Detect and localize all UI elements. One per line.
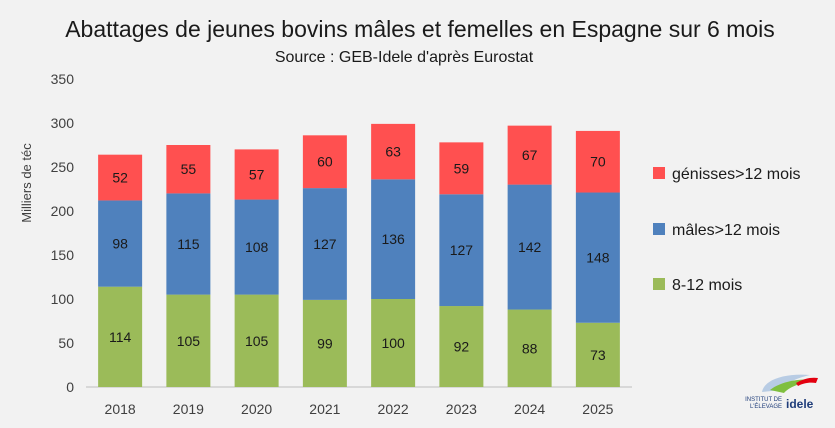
data-label: 60 xyxy=(317,154,333,170)
x-tick-label: 2021 xyxy=(309,401,340,417)
data-label: 142 xyxy=(518,239,542,255)
idele-logo: INSTITUT DE L'ÉLEVAGE idele xyxy=(745,374,818,411)
data-label: 92 xyxy=(454,339,470,355)
bar-segment xyxy=(166,193,211,295)
x-tick-label: 2025 xyxy=(582,401,613,417)
data-label: 98 xyxy=(112,236,128,252)
data-label: 59 xyxy=(454,160,470,176)
axes: 0 50 100 150 200 250 300 350 2018 2019 2020 2021 202… xyxy=(51,71,632,417)
x-tick-label: 2023 xyxy=(446,401,477,417)
logo-line-1: INSTITUT DE xyxy=(745,397,782,403)
x-tick-label: 2019 xyxy=(173,401,204,417)
bar-segment xyxy=(98,200,143,287)
data-label: 127 xyxy=(450,242,474,258)
data-label: 127 xyxy=(313,236,337,252)
bar-segment xyxy=(166,145,211,194)
data-label: 63 xyxy=(385,144,401,160)
logo-swoosh-green xyxy=(770,379,816,393)
bar-segment xyxy=(371,299,416,387)
data-label: 148 xyxy=(586,250,610,266)
bar-segment xyxy=(98,154,143,201)
data-label: 115 xyxy=(177,236,200,252)
bar-segment xyxy=(507,125,552,185)
bar-segment xyxy=(302,188,347,300)
bar-segment xyxy=(575,322,620,387)
logo-swoosh-red xyxy=(796,377,818,386)
data-label: 105 xyxy=(177,333,201,349)
data-label: 73 xyxy=(590,347,606,363)
bar-segment xyxy=(166,294,211,387)
y-tick-label: 250 xyxy=(51,159,75,175)
data-label: 105 xyxy=(245,333,269,349)
y-tick-label: 150 xyxy=(51,247,75,263)
bar-segment xyxy=(234,294,279,387)
x-tick-label: 2020 xyxy=(241,401,272,417)
y-axis-label: Milliers de téc xyxy=(19,143,34,223)
bar-segment xyxy=(507,309,552,387)
chart-title: Abattages de jeunes bovins mâles et feme… xyxy=(65,16,775,42)
legend-label: 8-12 mois xyxy=(672,277,742,294)
x-tick-label: 2018 xyxy=(105,401,136,417)
data-label: 57 xyxy=(249,166,265,182)
data-label: 67 xyxy=(522,147,538,163)
bar-segment xyxy=(439,306,484,387)
data-label: 114 xyxy=(109,329,132,345)
x-tick-label: 2022 xyxy=(378,401,409,417)
bar-segment xyxy=(575,130,620,193)
legend-swatch xyxy=(653,167,665,179)
data-label: 55 xyxy=(181,161,197,177)
legend-label: mâles>12 mois xyxy=(672,222,780,239)
y-tick-label: 300 xyxy=(51,115,75,131)
y-tick-label: 200 xyxy=(51,203,75,219)
x-tick-label: 2024 xyxy=(514,401,545,417)
data-label: 70 xyxy=(590,154,606,170)
legend-swatch xyxy=(653,223,665,235)
data-label: 99 xyxy=(317,335,333,351)
bar-segment xyxy=(234,199,279,295)
bar-segment xyxy=(98,286,143,387)
chart-subtitle: Source : GEB-Idele d'après Eurostat xyxy=(275,49,534,66)
data-label: 100 xyxy=(381,335,405,351)
bar-segment xyxy=(234,149,279,200)
bar-segment xyxy=(371,123,416,180)
bars: 114 98 52 105 115 55 105 108 57 99 127 60 100 136 63 92… xyxy=(98,123,620,387)
bar-segment xyxy=(575,192,620,323)
legend: génisses>12 mois mâles>12 mois 8-12 mois xyxy=(653,166,801,294)
bar-segment xyxy=(439,194,484,307)
y-tick-label: 350 xyxy=(51,71,75,87)
data-label: 88 xyxy=(522,340,538,356)
data-label: 52 xyxy=(112,170,128,186)
y-tick-label: 100 xyxy=(51,291,75,307)
bar-segment xyxy=(371,179,416,299)
bar-segment xyxy=(302,299,347,387)
bar-segment xyxy=(302,135,347,189)
logo-brand: idele xyxy=(786,397,814,411)
bar-segment xyxy=(439,142,484,195)
logo-line-2: L'ÉLEVAGE xyxy=(750,403,782,410)
y-tick-label: 0 xyxy=(66,379,74,395)
legend-swatch xyxy=(653,278,665,290)
y-tick-label: 50 xyxy=(58,335,74,351)
data-label: 136 xyxy=(381,231,405,247)
bar-segment xyxy=(507,184,552,310)
data-label: 108 xyxy=(245,239,269,255)
legend-label: génisses>12 mois xyxy=(672,166,801,183)
